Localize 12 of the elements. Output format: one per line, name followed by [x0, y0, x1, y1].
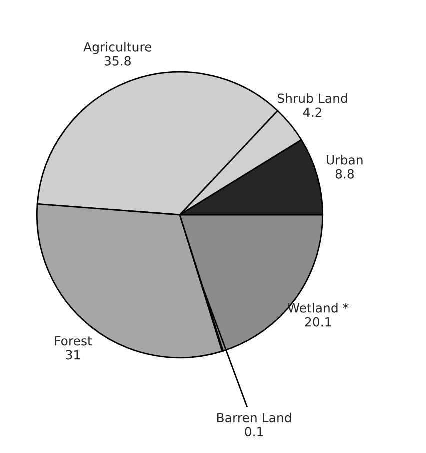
data-label: 31: [66, 350, 80, 360]
slice-label: Forest: [55, 336, 92, 346]
data-label: 0.1: [245, 427, 264, 437]
data-label: 20.1: [305, 317, 332, 327]
data-label: 35.8: [104, 56, 131, 66]
data-label: 4.2: [303, 108, 322, 118]
slice-label: Shrub Land: [278, 94, 348, 104]
data-label: 8.8: [336, 169, 354, 179]
slice-label: Agriculture: [84, 42, 152, 54]
slice-label: Wetland *: [288, 303, 349, 313]
slice-label: Urban: [327, 155, 363, 165]
slice-label: Barren Land: [217, 412, 292, 423]
